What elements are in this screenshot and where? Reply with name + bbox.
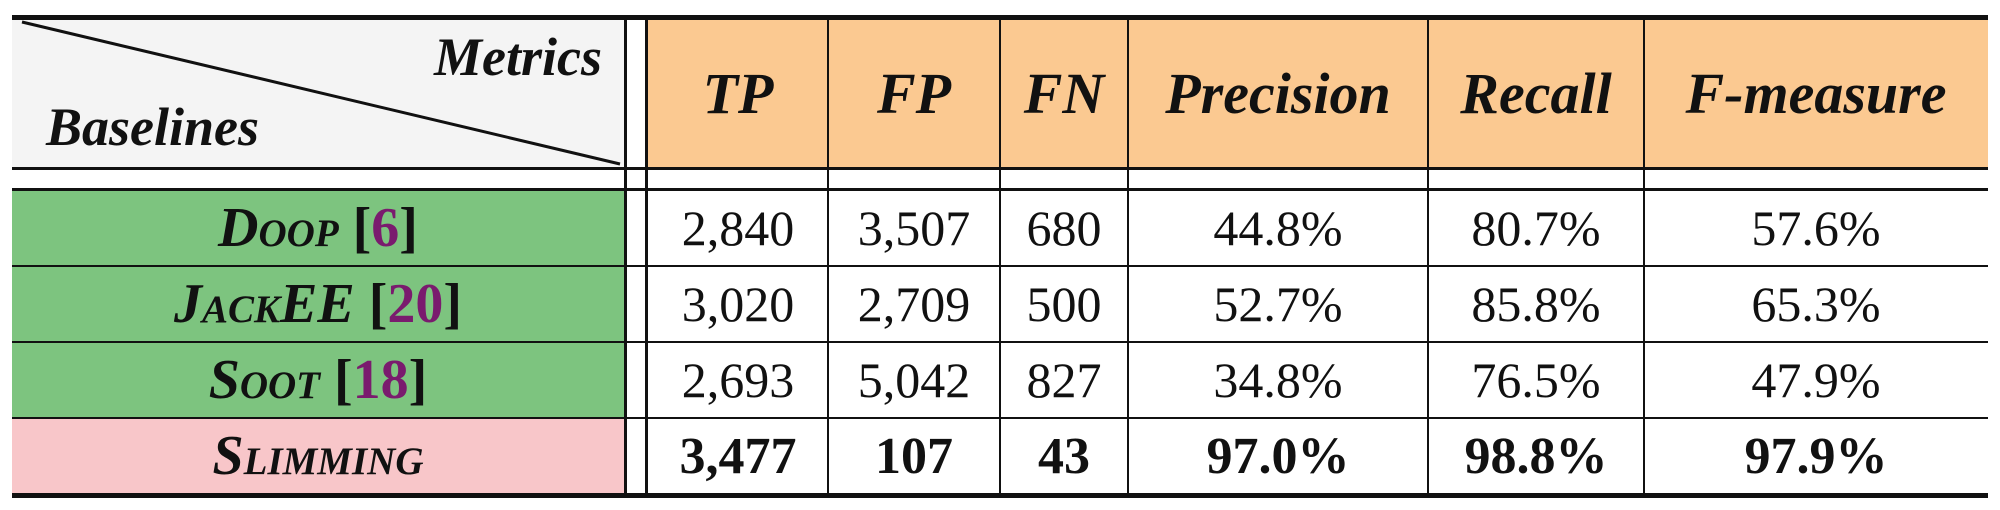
cell-soot-fn: 827 [1000,342,1128,418]
results-table: Metrics Baselines TP FP FN Precision Rec… [12,15,1988,500]
citation-ref[interactable]: 18 [352,349,409,411]
citation-ref[interactable]: 20 [387,273,444,335]
cell-jackee-tp: 3,020 [648,266,828,342]
vrule-recall-fmeasure [1643,18,1645,496]
baseline-name: Doop [218,197,339,259]
cell-doop-precision: 44.8% [1128,190,1428,266]
cell-soot-precision: 34.8% [1128,342,1428,418]
cell-doop-fn: 680 [1000,190,1128,266]
cell-slimming-fmeasure: 97.9% [1644,418,1988,494]
cell-slimming-precision: 97.0% [1128,418,1428,494]
baseline-name: Soot [208,349,320,411]
cell-doop-fmeasure: 57.6% [1644,190,1988,266]
cell-slimming-tp: 3,477 [648,418,828,494]
header-fp: FP [828,18,1000,168]
cell-doop-tp: 2,840 [648,190,828,266]
row-soot-name: Soot [18] [12,342,624,418]
cell-soot-tp: 2,693 [648,342,828,418]
corner-cell: Metrics Baselines [12,18,624,168]
cell-jackee-precision: 52.7% [1128,266,1428,342]
vrule-double-left [624,18,627,496]
header-fn: FN [1000,18,1128,168]
cell-slimming-recall: 98.8% [1428,418,1644,494]
citation-bracket: ] [399,197,418,259]
cell-slimming-fn: 43 [1000,418,1128,494]
header-precision: Precision [1128,18,1428,168]
vrule-tp-fp [827,18,829,496]
header-recall: Recall [1428,18,1644,168]
cell-slimming-fp: 107 [828,418,1000,494]
cell-soot-fmeasure: 47.9% [1644,342,1988,418]
vrule-double-right [645,18,648,496]
corner-diagonal [21,20,621,166]
cell-jackee-fn: 500 [1000,266,1128,342]
citation-ref[interactable]: 6 [371,197,400,259]
citation-bracket: [ [368,273,388,335]
corner-metrics-label: Metrics [434,27,602,87]
cell-soot-recall: 76.5% [1428,342,1644,418]
cell-soot-fp: 5,042 [828,342,1000,418]
citation-bracket: [ [333,349,353,411]
citation-bracket: ] [443,273,463,335]
baseline-name: JackEE [173,273,355,335]
header-fmeasure: F-measure [1644,18,1988,168]
citation-bracket: ] [408,349,428,411]
row-doop-name: Doop [6] [12,190,624,266]
vrule-precision-recall [1427,18,1429,496]
vrule-fp-fn [999,18,1001,496]
corner-baselines-label: Baselines [46,97,260,157]
cell-jackee-fmeasure: 65.3% [1644,266,1988,342]
row-slimming-name: Slimming [12,418,624,494]
cell-doop-fp: 3,507 [828,190,1000,266]
cell-doop-recall: 80.7% [1428,190,1644,266]
cell-jackee-fp: 2,709 [828,266,1000,342]
rule-top [12,15,1988,20]
row-jackee-name: JackEE [20] [12,266,624,342]
citation-bracket: [ [352,197,372,259]
header-tp: TP [648,18,828,168]
vrule-fn-precision [1127,18,1129,496]
baseline-name: Slimming [212,425,424,487]
cell-jackee-recall: 85.8% [1428,266,1644,342]
